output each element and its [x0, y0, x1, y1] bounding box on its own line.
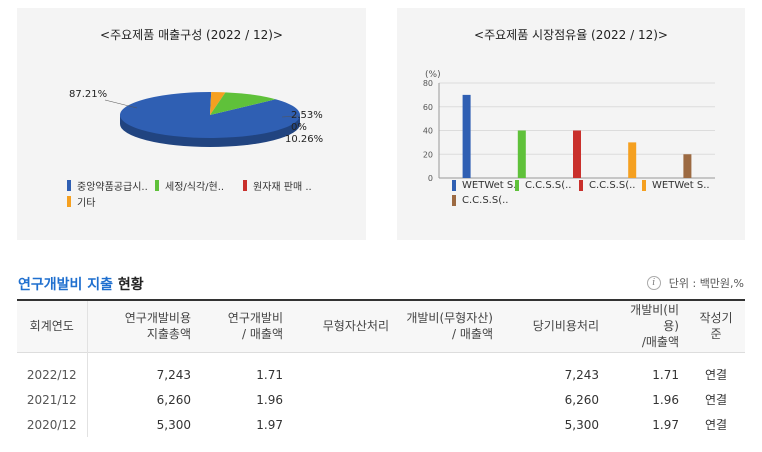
column-header: 개발비(비용)/매출액 [630, 303, 679, 350]
bar-legend-item[interactable]: C.C.S.S(.. [515, 180, 571, 191]
legend-swatch [155, 180, 159, 191]
column-header: 개발비(무형자산) / 매출액 [406, 311, 493, 342]
legend-label: 세정/식각/현.. [165, 182, 225, 193]
bar-legend-item[interactable]: WETWet S.. [452, 180, 520, 191]
y-tick-label: 60 [423, 103, 433, 112]
pie-label-3: 10.26% [285, 134, 324, 145]
table-cell: 2021/12 [17, 387, 88, 412]
bar [683, 154, 692, 178]
legend-label: WETWet S.. [462, 180, 520, 191]
pie-label-1: 2.53% [291, 110, 323, 121]
table-cell: 1.71 [652, 367, 679, 382]
table-row: 2021/12 6,260 1.96 6,260 1.96 연결 [17, 387, 745, 412]
legend-label: 원자재 판매 .. [253, 182, 312, 193]
table-cell [397, 412, 501, 437]
table-cell: 2020/12 [17, 412, 88, 437]
table-cell: 5,300 [564, 417, 599, 432]
legend-swatch [452, 180, 456, 191]
legend-label: C.C.S.S(.. [462, 195, 509, 206]
bar [462, 94, 471, 178]
rnd-expense-table: 회계연도 연구개발비용 지출총액 연구개발비 / 매출액 무형자산처리 개발비(무형… [17, 299, 745, 437]
table-row: 2022/12 7,243 1.71 7,243 1.71 연결 [17, 352, 745, 387]
table-cell [291, 387, 397, 412]
column-header: 연구개발비 / 매출액 [227, 311, 283, 342]
table-cell: 연결 [704, 368, 728, 383]
table-cell [291, 352, 397, 387]
section-title: 연구개발비 지출 현황 [18, 274, 144, 294]
bar-legend-item[interactable]: C.C.S.S(.. [579, 180, 635, 191]
table-cell [291, 412, 397, 437]
legend-swatch [67, 196, 71, 207]
market-share-title: <주요제품 시장점유율 (2022 / 12)> [474, 28, 668, 42]
y-tick-label: 80 [423, 79, 433, 88]
table-cell: 연결 [704, 418, 728, 432]
section-title-highlight: 연구개발비 지출 [18, 277, 114, 293]
legend-label: 기타 [77, 198, 96, 209]
table-cell: 1.97 [256, 417, 283, 432]
pie-label-main: 87.21% [69, 89, 108, 100]
y-axis-label: (%) [425, 70, 441, 80]
section-title-rest: 현황 [113, 277, 144, 293]
table-cell: 1.97 [652, 417, 679, 432]
bar [517, 130, 526, 178]
table-cell: 5,300 [156, 417, 191, 432]
pie-slice [210, 92, 276, 115]
legend-swatch [243, 180, 247, 191]
table-cell [397, 352, 501, 387]
table-cell: 2022/12 [17, 352, 88, 387]
pie-slice [210, 92, 226, 115]
legend-label: C.C.S.S(.. [525, 180, 572, 191]
legend-swatch [67, 180, 71, 191]
pie-legend-item[interactable]: 원자재 판매 .. [243, 178, 312, 193]
info-icon[interactable]: i [646, 276, 661, 290]
column-header: 당기비용처리 [532, 319, 599, 334]
table-header-row: 회계연도 연구개발비용 지출총액 연구개발비 / 매출액 무형자산처리 개발비(무형… [17, 300, 745, 352]
column-header: 작성기준 [699, 311, 733, 342]
bar [573, 130, 581, 178]
bar [628, 142, 637, 178]
table-cell: 1.71 [256, 367, 283, 382]
pie-legend-item[interactable]: 세정/식각/현.. [155, 178, 224, 193]
table-cell: 7,243 [156, 367, 191, 382]
legend-swatch [579, 180, 583, 191]
pie-legend-item[interactable]: 중앙약품공급시.. [67, 178, 148, 193]
legend-swatch [515, 180, 519, 191]
sales-composition-pie-chart [104, 91, 301, 147]
pie-label-2: 0% [291, 122, 307, 133]
legend-swatch [452, 195, 456, 206]
sales-composition-panel: <주요제품 매출구성 (2022 / 12)> 87.21% 2.53% 0% … [17, 8, 366, 240]
column-header: 무형자산처리 [322, 319, 389, 334]
bar-legend-item[interactable]: C.C.S.S(.. [452, 195, 508, 206]
pie-leader-line [281, 115, 300, 118]
y-tick-label: 0 [428, 174, 433, 183]
y-tick-label: 20 [423, 150, 433, 159]
bar-legend-item[interactable]: WETWet S.. [642, 180, 710, 191]
table-cell: 6,260 [156, 392, 191, 407]
table-cell: 7,243 [564, 367, 599, 382]
legend-label: WETWet S.. [652, 180, 710, 191]
table-cell: 6,260 [564, 392, 599, 407]
legend-swatch [642, 180, 646, 191]
market-share-panel: <주요제품 시장점유율 (2022 / 12)> (%) 0 20 40 60 80 WE… [397, 8, 745, 240]
table-cell: 1.96 [256, 392, 283, 407]
unit-note: i 단위 : 백만원,% [646, 275, 744, 291]
table-row: 2020/12 5,300 1.97 5,300 1.97 연결 [17, 412, 745, 437]
pie-leader-line [104, 99, 138, 109]
sales-composition-title: <주요제품 매출구성 (2022 / 12)> [100, 28, 283, 42]
y-tick-label: 40 [423, 127, 433, 136]
unit-text: 단위 : 백만원,% [668, 277, 744, 290]
table-cell [397, 387, 501, 412]
pie-slice [120, 91, 301, 138]
table-cell: 1.96 [652, 392, 679, 407]
column-header: 연구개발비용 지출총액 [124, 311, 191, 342]
column-header: 회계연도 [17, 300, 88, 352]
pie-legend-item[interactable]: 기타 [67, 194, 95, 209]
legend-label: C.C.S.S(.. [589, 180, 636, 191]
table-cell: 연결 [704, 393, 728, 407]
market-share-bar-chart: (%) 0 20 40 60 80 [423, 70, 715, 183]
legend-label: 중앙약품공급시.. [77, 182, 148, 193]
